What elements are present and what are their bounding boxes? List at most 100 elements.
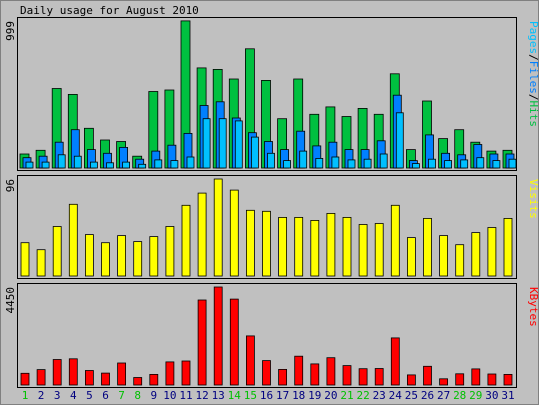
bar-visits-day-14 — [229, 189, 239, 277]
bar-visits-day-3 — [52, 226, 62, 277]
x-tick-label-day-6: 6 — [102, 389, 109, 402]
bar-visits-day-5 — [85, 234, 94, 277]
bar-pages-day-26 — [428, 158, 436, 169]
x-tick-label-day-28: 28 — [453, 389, 466, 402]
x-tick-label-day-23: 23 — [373, 389, 386, 402]
bar-visits-day-13 — [213, 178, 223, 277]
bar-kbytes-day-9 — [149, 373, 159, 386]
bar-kbytes-day-25 — [406, 374, 416, 386]
bar-kbytes-day-31 — [503, 373, 513, 386]
bar-pages-day-18 — [299, 150, 308, 169]
x-tick-label-day-22: 22 — [356, 389, 369, 402]
x-tick-label-day-7: 7 — [118, 389, 125, 402]
bar-pages-day-7 — [122, 161, 130, 169]
bar-pages-day-10 — [170, 160, 179, 169]
bar-pages-day-24 — [395, 112, 404, 169]
bar-pages-day-27 — [444, 160, 453, 169]
x-tick-label-day-30: 30 — [485, 389, 498, 402]
bar-kbytes-day-23 — [374, 368, 384, 386]
bar-pages-day-3 — [57, 154, 66, 169]
bar-pages-day-19 — [315, 157, 324, 169]
bar-pages-day-6 — [106, 162, 114, 169]
bar-kbytes-day-1 — [20, 372, 30, 386]
bar-pages-day-16 — [267, 152, 275, 169]
bar-kbytes-day-11 — [181, 360, 191, 386]
bar-visits-day-11 — [181, 204, 191, 277]
bar-visits-day-26 — [423, 217, 432, 277]
bar-pages-day-22 — [363, 158, 372, 169]
series-visits — [20, 178, 513, 277]
bar-visits-day-10 — [165, 226, 175, 277]
bar-pages-day-1 — [25, 161, 34, 169]
legend-part-hits-files-pages-1: / — [527, 54, 539, 61]
legend-part-hits-files-pages-0: Pages — [527, 21, 539, 54]
bar-kbytes-day-2 — [36, 369, 46, 386]
bar-kbytes-day-17 — [278, 368, 288, 386]
bar-kbytes-day-7 — [117, 362, 126, 386]
bar-pages-day-13 — [218, 118, 227, 169]
chart-title: Daily usage for August 2010 — [20, 4, 199, 17]
legend-label-kbytes: KBytes — [527, 287, 539, 327]
x-tick-label-day-24: 24 — [389, 389, 403, 402]
bar-kbytes-day-5 — [85, 370, 94, 386]
x-tick-label-day-5: 5 — [86, 389, 93, 402]
bar-visits-day-18 — [294, 216, 304, 277]
bar-pages-day-21 — [347, 159, 356, 169]
legend-part-hits-files-pages-3: / — [527, 94, 539, 101]
x-tick-label-day-9: 9 — [150, 389, 157, 402]
bar-visits-day-12 — [197, 192, 207, 277]
bar-kbytes-day-6 — [101, 372, 110, 386]
bar-pages-day-8 — [138, 163, 147, 169]
y-max-label-visits: 96 — [4, 179, 17, 192]
bar-pages-day-25 — [411, 163, 420, 169]
legend-part-hits-files-pages-4: Hits — [527, 101, 539, 128]
bar-kbytes-day-18 — [294, 355, 304, 386]
bar-visits-day-9 — [149, 236, 159, 277]
y-max-label-kbytes: 4450 — [4, 287, 17, 314]
y-max-label-hits-files-pages: 999 — [4, 21, 17, 41]
series-pages — [25, 112, 517, 169]
x-axis-tick-labels: 1 2 3 4 5 6 7 8 9 10 11 12 13 14 15 16 17 18 19 20 21 22 23 24 2… — [22, 389, 515, 402]
bar-kbytes-day-14 — [229, 298, 239, 386]
x-tick-label-day-13: 13 — [212, 389, 225, 402]
bar-pages-day-28 — [460, 159, 469, 169]
bar-kbytes-day-30 — [487, 373, 497, 386]
bar-pages-day-15 — [250, 136, 259, 169]
x-tick-label-day-15: 15 — [244, 389, 257, 402]
panel-visits: 96 Visits — [4, 175, 539, 279]
x-tick-label-day-29: 29 — [469, 389, 482, 402]
x-tick-label-day-18: 18 — [292, 389, 305, 402]
bar-kbytes-day-26 — [423, 365, 432, 386]
x-tick-label-day-17: 17 — [276, 389, 289, 402]
legend-part-kbytes-0: KBytes — [527, 287, 539, 327]
bar-visits-day-24 — [390, 204, 400, 277]
bar-kbytes-day-16 — [262, 360, 271, 386]
x-tick-label-day-3: 3 — [54, 389, 61, 402]
legend-label-visits: Visits — [527, 179, 539, 219]
x-tick-label-day-20: 20 — [324, 389, 337, 402]
bar-pages-day-11 — [186, 156, 195, 169]
legend-part-hits-files-pages-2: Files — [527, 61, 539, 94]
bar-kbytes-day-27 — [439, 378, 449, 386]
bar-pages-day-14 — [234, 120, 243, 169]
bar-pages-day-9 — [154, 159, 163, 169]
bar-visits-day-29 — [471, 232, 481, 277]
series-kbytes — [20, 286, 513, 386]
bar-visits-day-17 — [278, 216, 288, 277]
bar-pages-day-31 — [508, 158, 517, 169]
bar-kbytes-day-12 — [197, 299, 207, 386]
bar-pages-day-2 — [41, 161, 50, 169]
legend-part-visits-0: Visits — [527, 179, 539, 219]
bar-kbytes-day-20 — [326, 357, 336, 386]
bar-visits-day-1 — [20, 242, 30, 277]
bar-visits-day-6 — [101, 242, 110, 277]
bar-visits-day-25 — [406, 237, 416, 277]
x-tick-label-day-14: 14 — [228, 389, 242, 402]
x-tick-label-day-2: 2 — [38, 389, 45, 402]
x-tick-label-day-10: 10 — [163, 389, 176, 402]
x-tick-label-day-19: 19 — [308, 389, 321, 402]
x-tick-label-day-12: 12 — [195, 389, 208, 402]
bar-visits-day-15 — [245, 209, 255, 277]
